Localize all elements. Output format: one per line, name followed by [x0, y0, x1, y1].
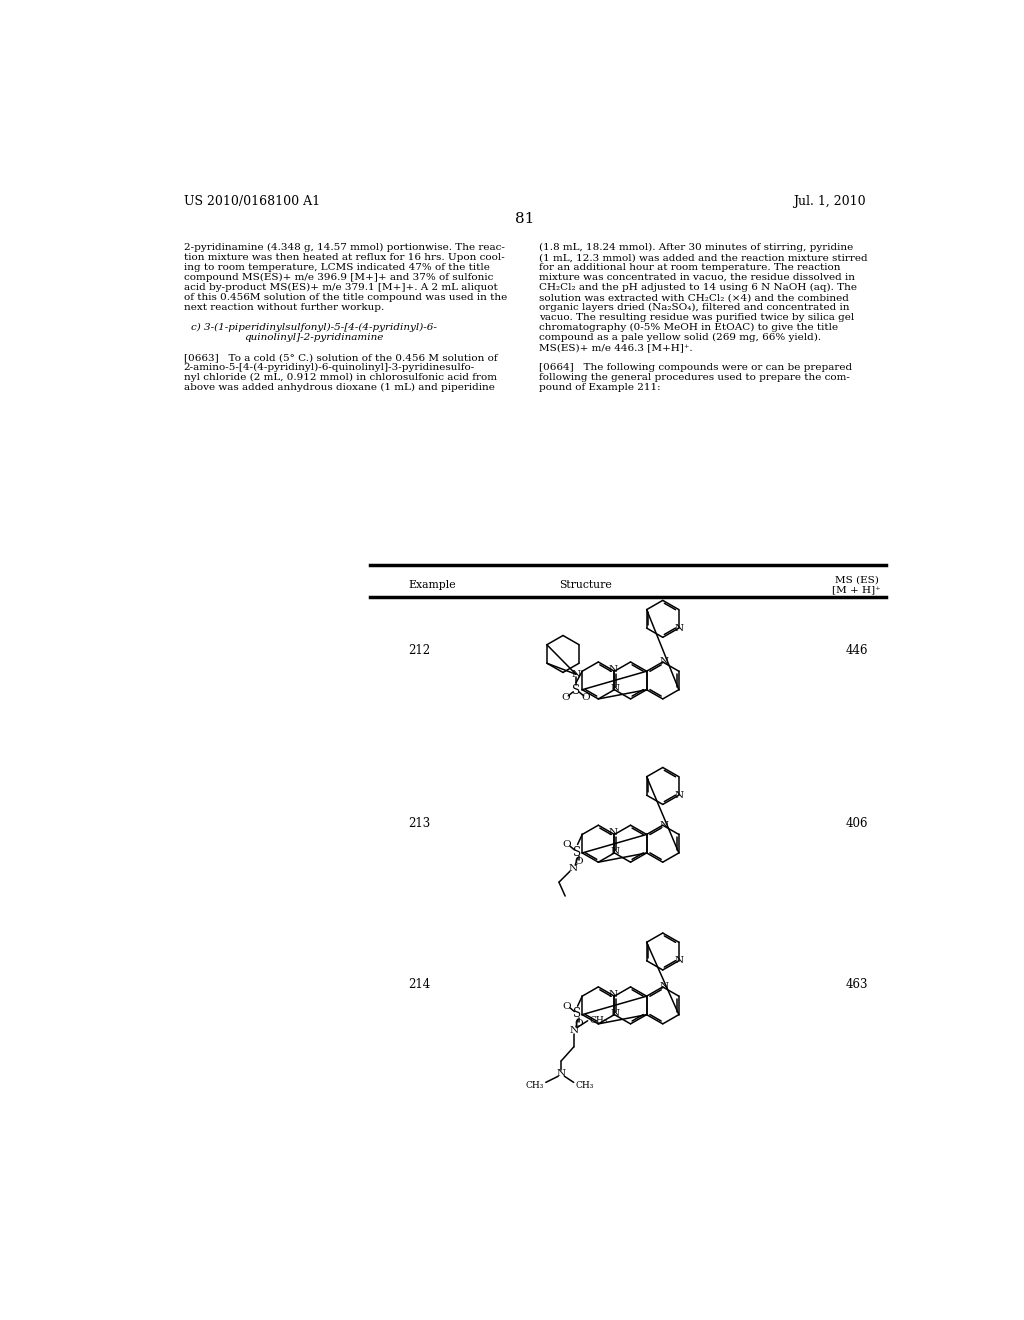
Text: of this 0.456M solution of the title compound was used in the: of this 0.456M solution of the title com…: [183, 293, 507, 302]
Text: MS (ES): MS (ES): [835, 576, 879, 585]
Text: compound MS(ES)+ m/e 396.9 [M+]+ and 37% of sulfonic: compound MS(ES)+ m/e 396.9 [M+]+ and 37%…: [183, 273, 494, 282]
Text: N: N: [659, 821, 669, 830]
Text: quinolinyl]-2-pyridinamine: quinolinyl]-2-pyridinamine: [245, 333, 384, 342]
Text: S: S: [573, 846, 582, 859]
Text: CH₂Cl₂ and the pH adjusted to 14 using 6 N NaOH (aq). The: CH₂Cl₂ and the pH adjusted to 14 using 6…: [539, 284, 857, 292]
Text: pound of Example 211:: pound of Example 211:: [539, 383, 660, 392]
Text: CH₃: CH₃: [590, 1016, 608, 1026]
Text: N: N: [659, 657, 669, 667]
Text: mixture was concentrated in vacuo, the residue dissolved in: mixture was concentrated in vacuo, the r…: [539, 273, 855, 282]
Text: N: N: [568, 863, 578, 873]
Text: S: S: [573, 1007, 582, 1020]
Text: (1 mL, 12.3 mmol) was added and the reaction mixture stirred: (1 mL, 12.3 mmol) was added and the reac…: [539, 253, 867, 263]
Text: N: N: [571, 669, 581, 678]
Text: O: O: [574, 857, 584, 866]
Text: compound as a pale yellow solid (269 mg, 66% yield).: compound as a pale yellow solid (269 mg,…: [539, 333, 821, 342]
Text: following the general procedures used to prepare the com-: following the general procedures used to…: [539, 374, 850, 383]
Text: N: N: [659, 982, 669, 991]
Text: Structure: Structure: [559, 581, 611, 590]
Text: 2-pyridinamine (4.348 g, 14.57 mmol) portionwise. The reac-: 2-pyridinamine (4.348 g, 14.57 mmol) por…: [183, 243, 505, 252]
Text: 463: 463: [845, 978, 867, 991]
Text: 212: 212: [409, 644, 431, 656]
Text: [M + H]⁺: [M + H]⁺: [833, 585, 881, 594]
Text: O: O: [574, 1019, 584, 1027]
Text: Jul. 1, 2010: Jul. 1, 2010: [794, 195, 866, 209]
Text: 2-amino-5-[4-(4-pyridinyl)-6-quinolinyl]-3-pyridinesulfo-: 2-amino-5-[4-(4-pyridinyl)-6-quinolinyl]…: [183, 363, 475, 372]
Text: [0664]   The following compounds were or can be prepared: [0664] The following compounds were or c…: [539, 363, 852, 372]
Text: N: N: [674, 791, 683, 800]
Text: acid by-product MS(ES)+ m/e 379.1 [M+]+. A 2 mL aliquot: acid by-product MS(ES)+ m/e 379.1 [M+]+.…: [183, 284, 498, 292]
Text: N: N: [610, 684, 620, 693]
Text: next reaction without further workup.: next reaction without further workup.: [183, 304, 384, 312]
Text: c) 3-(1-piperidinylsulfonyl)-5-[4-(4-pyridinyl)-6-: c) 3-(1-piperidinylsulfonyl)-5-[4-(4-pyr…: [191, 323, 437, 333]
Text: for an additional hour at room temperature. The reaction: for an additional hour at room temperatu…: [539, 263, 841, 272]
Text: 213: 213: [409, 817, 431, 830]
Text: N: N: [569, 1026, 579, 1035]
Text: organic layers dried (Na₂SO₄), filtered and concentrated in: organic layers dried (Na₂SO₄), filtered …: [539, 304, 849, 313]
Text: MS(ES)+ m/e 446.3 [M+H]⁺.: MS(ES)+ m/e 446.3 [M+H]⁺.: [539, 343, 692, 352]
Text: O: O: [562, 840, 571, 849]
Text: 446: 446: [845, 644, 867, 656]
Text: N: N: [557, 1069, 566, 1077]
Text: solution was extracted with CH₂Cl₂ (×4) and the combined: solution was extracted with CH₂Cl₂ (×4) …: [539, 293, 849, 302]
Text: S: S: [572, 684, 580, 697]
Text: CH₃: CH₃: [526, 1081, 544, 1090]
Text: N: N: [608, 829, 617, 837]
Text: 406: 406: [845, 817, 867, 830]
Text: tion mixture was then heated at reflux for 16 hrs. Upon cool-: tion mixture was then heated at reflux f…: [183, 253, 505, 263]
Text: CH₃: CH₃: [575, 1081, 594, 1090]
Text: N: N: [674, 956, 683, 965]
Text: N: N: [674, 623, 683, 632]
Text: N: N: [610, 847, 620, 855]
Text: Example: Example: [409, 581, 456, 590]
Text: N: N: [608, 665, 617, 675]
Text: above was added anhydrous dioxane (1 mL) and piperidine: above was added anhydrous dioxane (1 mL)…: [183, 383, 495, 392]
Text: (1.8 mL, 18.24 mmol). After 30 minutes of stirring, pyridine: (1.8 mL, 18.24 mmol). After 30 minutes o…: [539, 243, 853, 252]
Text: N: N: [608, 990, 617, 999]
Text: chromatography (0-5% MeOH in EtOAC) to give the title: chromatography (0-5% MeOH in EtOAC) to g…: [539, 323, 838, 333]
Text: US 2010/0168100 A1: US 2010/0168100 A1: [183, 195, 319, 209]
Text: vacuo. The resulting residue was purified twice by silica gel: vacuo. The resulting residue was purifie…: [539, 313, 854, 322]
Text: O: O: [562, 1002, 571, 1011]
Text: ing to room temperature, LCMS indicated 47% of the title: ing to room temperature, LCMS indicated …: [183, 263, 489, 272]
Text: 81: 81: [515, 213, 535, 226]
Text: nyl chloride (2 mL, 0.912 mmol) in chlorosulfonic acid from: nyl chloride (2 mL, 0.912 mmol) in chlor…: [183, 374, 497, 383]
Text: O: O: [561, 693, 570, 702]
Text: 214: 214: [409, 978, 431, 991]
Text: [0663]   To a cold (5° C.) solution of the 0.456 M solution of: [0663] To a cold (5° C.) solution of the…: [183, 354, 498, 362]
Text: O: O: [582, 693, 591, 702]
Text: N: N: [610, 1008, 620, 1018]
